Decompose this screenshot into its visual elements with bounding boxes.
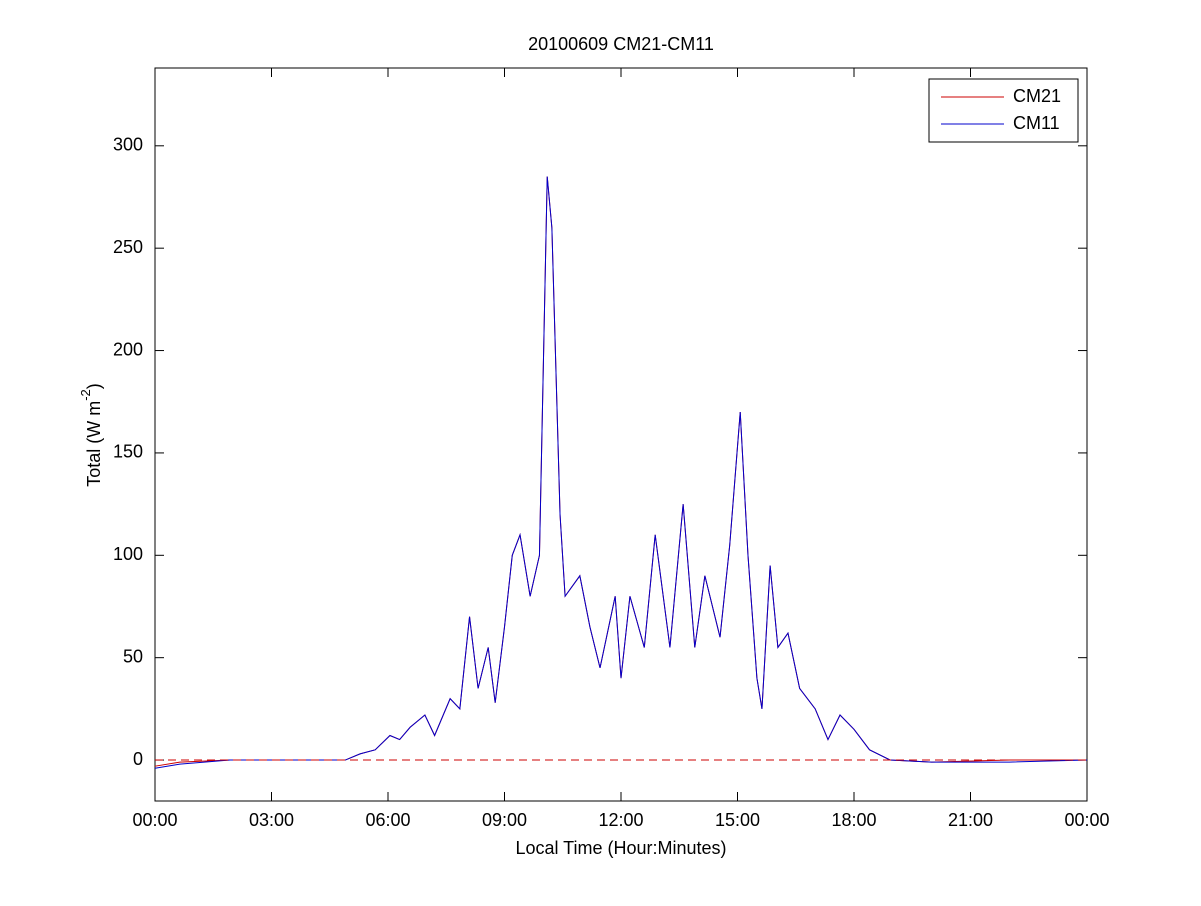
series-line: [154, 176, 1088, 769]
x-tick-label: 00:00: [132, 810, 177, 830]
y-tick-label: 100: [113, 544, 143, 564]
x-tick-label: 06:00: [365, 810, 410, 830]
y-tick-label: 250: [113, 237, 143, 257]
x-tick-label: 15:00: [715, 810, 760, 830]
legend-box: [928, 78, 1079, 143]
legend-label: CM21: [1013, 86, 1061, 106]
y-label-sup: -2: [78, 389, 93, 401]
y-label-end: ): [84, 383, 104, 389]
x-tick-label: 21:00: [948, 810, 993, 830]
y-tick-label: 50: [123, 646, 143, 666]
x-tick-label: 03:00: [249, 810, 294, 830]
x-tick-label: 12:00: [598, 810, 643, 830]
chart-title: 20100609 CM21-CM11: [528, 34, 714, 54]
x-tick-label: 00:00: [1064, 810, 1109, 830]
y-axis-label: Total (W m-2): [78, 383, 103, 487]
y-tick-label: 200: [113, 339, 143, 359]
y-tick-label: 150: [113, 442, 143, 462]
x-tick-label: 09:00: [482, 810, 527, 830]
legend-label: CM11: [1013, 113, 1060, 133]
plot-area: [154, 67, 1088, 802]
x-tick-label: 18:00: [831, 810, 876, 830]
y-label-text: Total (W m: [84, 401, 104, 487]
y-tick-label: 0: [133, 749, 143, 769]
y-tick-label: 300: [113, 135, 143, 155]
x-axis-label: Local Time (Hour:Minutes): [515, 838, 726, 858]
